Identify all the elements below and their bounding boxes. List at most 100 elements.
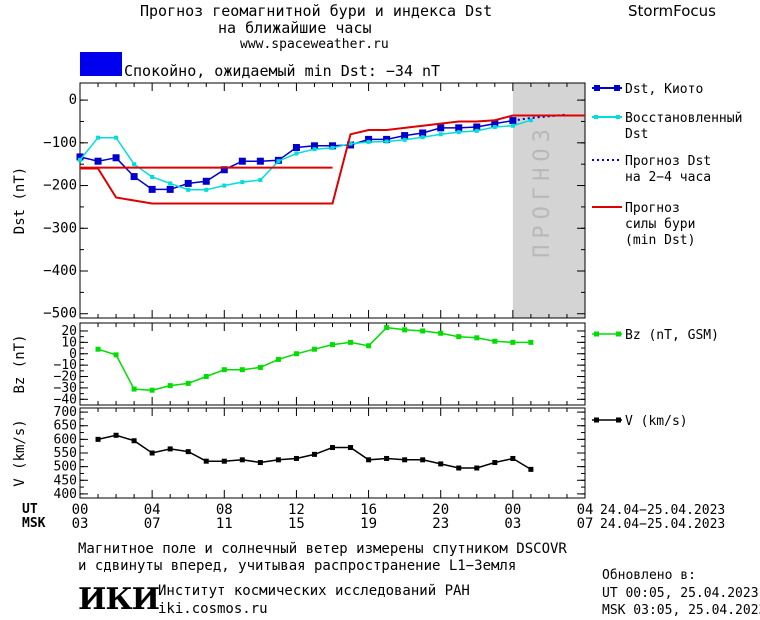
bz-ylabel: Bz (nT) (12, 334, 28, 393)
dst-ytick-label: −200 (43, 178, 77, 194)
legend-label-forecast24: на 2−4 часа (625, 170, 711, 185)
dst-data-point (166, 185, 174, 193)
dst-data-point (238, 157, 246, 165)
legend-marker-v (616, 417, 621, 423)
ut-tick-label: 12 (288, 502, 305, 518)
v-data-point (275, 457, 281, 463)
legend-marker-bz (594, 331, 599, 337)
status-text: Спокойно, ожидаемый min Dst: −34 nT (124, 62, 441, 80)
legend-marker-dst (594, 85, 600, 91)
msk-date-range: 24.04−25.04.2023 (600, 517, 726, 532)
dst-ytick-label: −300 (43, 220, 77, 236)
bz-ytick-label: −40 (54, 392, 77, 407)
ut-tick-label: 00 (72, 502, 89, 518)
dst-data-point (528, 118, 533, 123)
bz-data-point (149, 387, 155, 393)
v-data-point (528, 466, 534, 472)
legend-marker-restored (616, 115, 620, 119)
bz-data-point (510, 339, 516, 345)
ut-tick-label: 00 (504, 502, 521, 518)
msk-tick-label: 07 (144, 516, 161, 532)
ut-date-range: 24.04−25.04.2023 (600, 503, 726, 518)
dst-data-point (96, 135, 101, 140)
dst-data-point (509, 117, 517, 125)
bz-data-point (528, 339, 534, 345)
dst-data-point (222, 183, 227, 188)
legend-label-restored: Dst (625, 127, 648, 142)
legend-label-forecast24: Прогноз Dst (625, 154, 711, 169)
updated-label: Обновлено в: (602, 568, 696, 583)
status-swatch (80, 52, 122, 76)
dst-ytick-label: −400 (43, 263, 77, 279)
dst-data-point (114, 135, 119, 140)
msk-axis-label: MSK (22, 516, 46, 531)
v-ytick-label: 700 (54, 405, 77, 420)
bz-data-point (402, 327, 408, 333)
msk-tick-label: 23 (432, 516, 449, 532)
dst-data-point (437, 124, 445, 132)
bz-data-point (366, 343, 372, 349)
ut-tick-label: 04 (577, 502, 594, 518)
bz-data-point (311, 346, 317, 352)
v-ytick-label: 550 (54, 446, 77, 461)
legend-label-storm: (min Dst) (625, 233, 695, 248)
dst-data-point (132, 162, 137, 167)
msk-tick-label: 07 (577, 516, 594, 532)
bz-data-point (348, 339, 354, 345)
dst-data-point (419, 129, 427, 137)
msk-tick-label: 03 (72, 516, 89, 532)
v-data-point (402, 457, 408, 463)
dst-data-point (168, 181, 173, 186)
v-data-point (131, 438, 137, 444)
dst-ytick-label: −100 (43, 135, 77, 151)
dst-data-point (186, 187, 191, 192)
v-data-point (95, 436, 101, 442)
bz-ytick-label: −10 (54, 358, 77, 373)
dst-data-point (401, 132, 409, 140)
v-data-point (113, 432, 119, 438)
site-url[interactable]: www.spaceweather.ru (240, 37, 389, 52)
msk-tick-label: 11 (216, 516, 233, 532)
dst-data-point (220, 166, 228, 174)
v-ylabel: V (km/s) (12, 419, 28, 486)
ut-tick-label: 16 (360, 502, 377, 518)
bz-data-point (330, 342, 335, 348)
bz-ytick-label: 10 (61, 335, 77, 350)
forecast-band-label: ПРОГНОЗ (530, 123, 555, 258)
v-data-point (203, 458, 209, 464)
satellite-note-1: Магнитное поле и солнечный ветер измерен… (78, 541, 567, 557)
v-data-point (330, 445, 335, 451)
v-data-point (221, 458, 227, 464)
legend-marker-bz (616, 331, 621, 337)
legend-label-storm: Прогноз (625, 201, 680, 216)
dst-data-point (202, 177, 210, 185)
v-data-point (257, 460, 263, 466)
dst-data-point (78, 157, 82, 162)
v-data-point (384, 455, 390, 461)
dst-ytick-label: −500 (43, 306, 77, 322)
dst-data-point (258, 177, 263, 182)
dst-data-point (294, 151, 299, 156)
institute-site[interactable]: iki.cosmos.ru (158, 601, 268, 617)
dst-series-line (79, 119, 532, 191)
v-data-point (239, 457, 245, 463)
dst-data-point (148, 185, 156, 193)
legend-marker-restored (594, 115, 598, 119)
dst-data-point (365, 135, 373, 143)
ut-tick-label: 04 (144, 502, 161, 518)
dst-data-point (292, 144, 300, 152)
dst-data-point (438, 132, 443, 137)
v-panel-frame (79, 407, 586, 499)
updated-msk: MSK 03:05, 25.04.2023 (602, 603, 760, 618)
iki-logo[interactable]: ИКИ (78, 582, 160, 617)
bz-data-point (221, 367, 227, 373)
v-ytick-label: 600 (54, 432, 77, 447)
bz-data-point (293, 351, 299, 357)
page-title: Прогноз геомагнитной бури и индекса Dst (140, 2, 493, 20)
bz-data-point (113, 352, 119, 358)
msk-tick-label: 03 (504, 516, 521, 532)
dst-data-point (184, 179, 192, 187)
v-ytick-label: 450 (54, 473, 77, 488)
bz-data-point (131, 386, 137, 392)
bz-ytick-label: −20 (54, 370, 77, 385)
